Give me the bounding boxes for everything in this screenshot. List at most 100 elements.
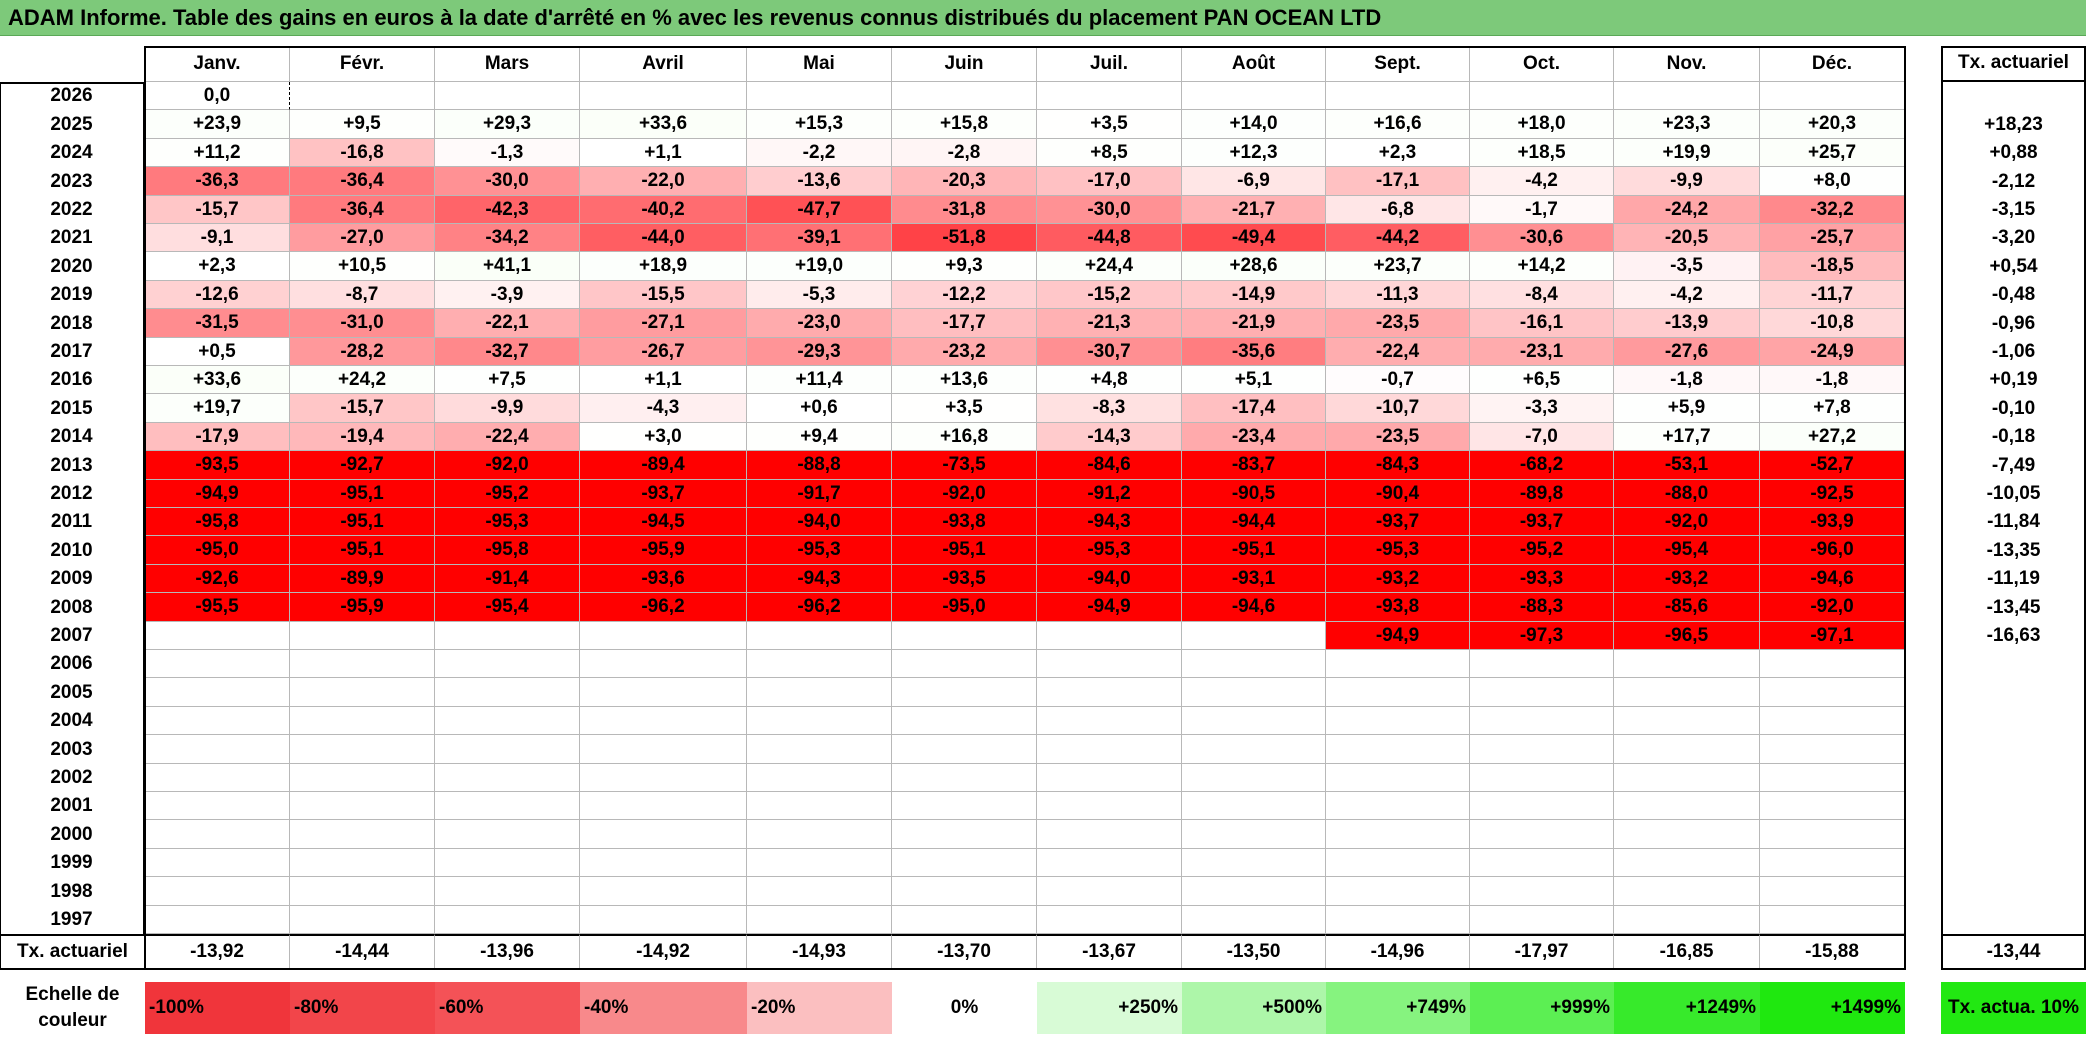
gain-cell: -17,4	[1182, 394, 1326, 423]
gain-cell: -3,5	[1614, 252, 1760, 281]
gain-cell: +11,2	[145, 139, 290, 167]
gain-cell: -94,0	[1037, 565, 1182, 593]
annual-rate-cell: -13,35	[1986, 539, 2041, 561]
gain-cell: +4,8	[1037, 366, 1182, 394]
gain-cell: +3,5	[892, 394, 1037, 423]
gain-cell	[892, 735, 1037, 764]
gain-cell: -27,1	[580, 309, 747, 338]
gain-cell: -95,3	[435, 508, 580, 536]
gain-cell	[1326, 764, 1470, 792]
gain-cell	[580, 735, 747, 764]
gain-cell	[145, 792, 290, 820]
gain-cell	[290, 622, 435, 650]
gain-cell: 0,0	[145, 82, 290, 110]
gain-cell	[580, 707, 747, 735]
gain-cell: -95,4	[1614, 536, 1760, 565]
month-header: Janv.	[145, 46, 290, 82]
legend-swatch: -20%	[747, 982, 892, 1034]
footer-label: Tx. actuariel	[0, 934, 145, 970]
gain-cell: +16,6	[1326, 110, 1470, 139]
gain-cell: -1,8	[1760, 366, 1905, 394]
gain-cell: -39,1	[747, 224, 892, 252]
legend-label: Echelle de couleur	[25, 984, 120, 1031]
gain-cell: -89,8	[1470, 480, 1614, 508]
gain-cell	[892, 678, 1037, 707]
gain-cell: -52,7	[1760, 451, 1905, 480]
year-label: 2001	[0, 792, 145, 820]
gain-cell	[580, 792, 747, 820]
gain-cell	[1760, 820, 1905, 849]
gain-cell	[1614, 906, 1760, 934]
gain-cell: -49,4	[1182, 224, 1326, 252]
gain-cell: -17,7	[892, 309, 1037, 338]
footer-rate-cell: -14,92	[580, 934, 747, 970]
gain-cell	[1326, 906, 1470, 934]
gain-cell	[290, 735, 435, 764]
gain-cell: -95,8	[435, 536, 580, 565]
legend-swatch: +1499%	[1760, 982, 1905, 1034]
gain-cell	[435, 82, 580, 110]
footer-rate-cell: -17,97	[1470, 934, 1614, 970]
gain-cell	[1182, 82, 1326, 110]
gain-cell	[290, 792, 435, 820]
gain-cell	[145, 707, 290, 735]
gain-cell	[1037, 792, 1182, 820]
footer-rate-cell: -14,44	[290, 934, 435, 970]
gain-cell: +3,5	[1037, 110, 1182, 139]
legend-annual-swatch: Tx. actua. 10%	[1941, 982, 2086, 1034]
gain-cell: -22,0	[580, 167, 747, 196]
gain-cell: -84,6	[1037, 451, 1182, 480]
gain-cell: +33,6	[145, 366, 290, 394]
gain-cell	[1470, 906, 1614, 934]
gain-cell: -93,7	[580, 480, 747, 508]
gain-cell: -95,2	[1470, 536, 1614, 565]
year-label: 2026	[0, 82, 145, 110]
gain-cell: -93,7	[1326, 508, 1470, 536]
gain-cell	[1182, 906, 1326, 934]
gain-cell: -90,4	[1326, 480, 1470, 508]
gain-cell: -34,2	[435, 224, 580, 252]
annual-rate-cell: -2,12	[1991, 170, 2036, 192]
footer-rate-cell: -13,96	[435, 934, 580, 970]
gain-cell: -23,5	[1326, 423, 1470, 451]
gain-cell	[747, 82, 892, 110]
gain-cell: -93,5	[892, 565, 1037, 593]
gain-cell: -91,7	[747, 480, 892, 508]
gain-cell	[1470, 735, 1614, 764]
gain-cell: -10,8	[1760, 309, 1905, 338]
gain-cell	[1326, 678, 1470, 707]
annual-rate-cell: -11,19	[1987, 568, 2040, 589]
gain-cell: -22,1	[435, 309, 580, 338]
gain-cell: +1,1	[580, 366, 747, 394]
gain-cell: +7,8	[1760, 394, 1905, 423]
gain-cell: +2,3	[1326, 139, 1470, 167]
gain-cell	[747, 792, 892, 820]
month-header: Mai	[747, 46, 892, 82]
gain-cell: +24,4	[1037, 252, 1182, 281]
gain-cell: -53,1	[1614, 451, 1760, 480]
legend-swatch: 0%	[892, 982, 1037, 1034]
annual-rate-cell: +0,19	[1989, 369, 2038, 390]
gain-cell: -94,9	[1326, 622, 1470, 650]
gain-cell: -30,6	[1470, 224, 1614, 252]
gain-cell: -15,7	[290, 394, 435, 423]
gain-cell	[145, 877, 290, 906]
gain-cell: -1,8	[1614, 366, 1760, 394]
gain-cell: -15,5	[580, 281, 747, 309]
gain-cell: -25,7	[1760, 224, 1905, 252]
gain-cell	[1182, 735, 1326, 764]
year-label: 2021	[0, 224, 145, 252]
gain-cell: +33,6	[580, 110, 747, 139]
gain-cell: -93,8	[1326, 593, 1470, 622]
gain-cell: -32,7	[435, 338, 580, 366]
gain-cell	[1326, 820, 1470, 849]
year-label: 2015	[0, 394, 145, 423]
gain-cell: -21,9	[1182, 309, 1326, 338]
gain-cell: +28,6	[1182, 252, 1326, 281]
gain-cell	[747, 877, 892, 906]
gain-cell: +2,3	[145, 252, 290, 281]
gain-cell: -95,3	[1037, 536, 1182, 565]
gain-cell: -95,1	[290, 536, 435, 565]
gain-cell	[892, 707, 1037, 735]
annual-rate-cell	[1941, 707, 2086, 735]
